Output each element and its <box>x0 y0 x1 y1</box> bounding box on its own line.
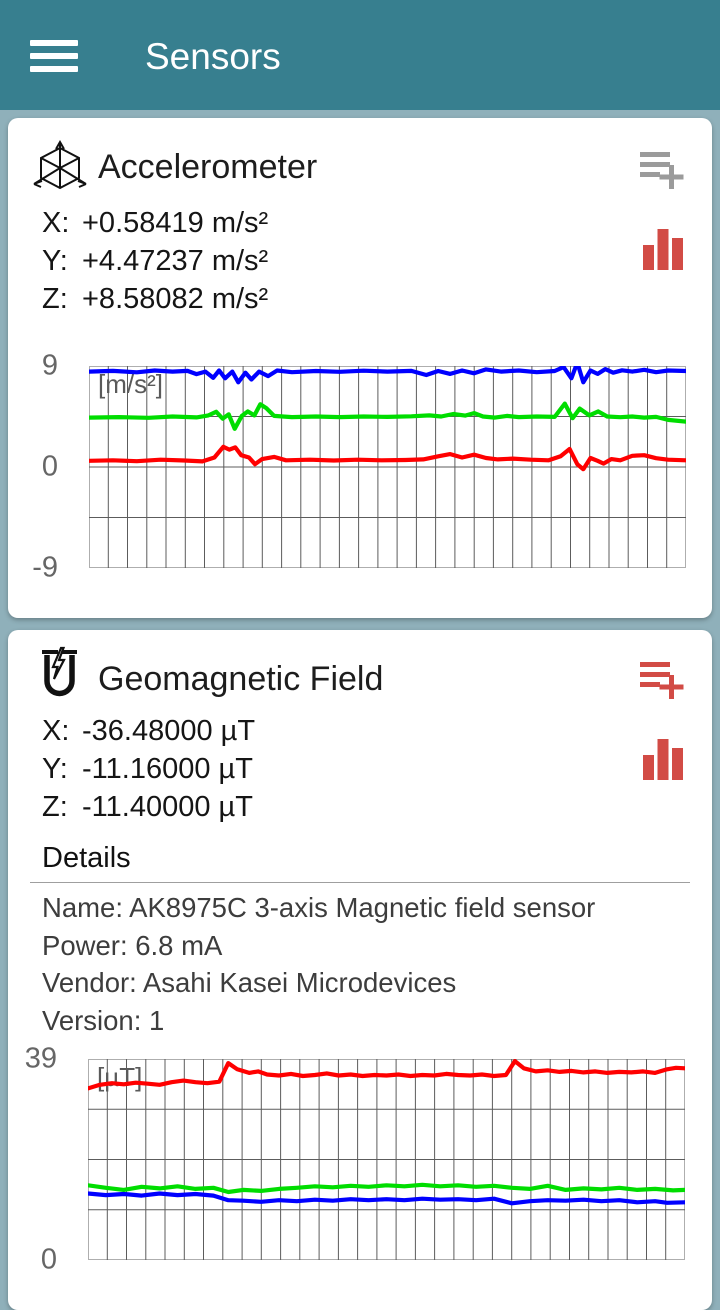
bar-chart-icon[interactable] <box>642 226 684 270</box>
value-row-y: Y: -11.16000 µT <box>42 750 255 788</box>
hamburger-icon <box>30 40 78 46</box>
y-axis-tick-label: 0 <box>40 1243 57 1276</box>
accelerometer-chart: 9 0 -9 [m/s²] <box>32 350 686 584</box>
app-bar: Sensors <box>0 0 720 110</box>
value-row-x: X: +0.58419 m/s² <box>42 204 268 242</box>
axis-label: Z: <box>42 791 68 823</box>
axis-value: +8.58082 m/s² <box>82 283 269 315</box>
hamburger-icon <box>30 66 78 72</box>
y-axis-tick-label: 39 <box>24 1042 57 1075</box>
sensor-title: Geomagnetic Field <box>98 660 384 698</box>
value-row-z: Z: +8.58082 m/s² <box>42 280 268 318</box>
axis-label: Y: <box>42 753 68 785</box>
axis-label: X: <box>42 715 70 747</box>
magnet-icon <box>42 646 77 697</box>
add-to-list-icon[interactable] <box>640 148 688 192</box>
series-line-Z <box>88 1191 685 1206</box>
value-row-y: Y: +4.47237 m/s² <box>42 242 268 280</box>
sensor-values: X: -36.48000 µT Y: -11.16000 µT Z: -11.4… <box>42 712 255 826</box>
series-line-Y <box>89 401 686 431</box>
details-line-version: Version: 1 <box>42 1004 165 1036</box>
axis-value: +0.58419 m/s² <box>82 207 269 239</box>
chart-plot <box>88 1059 685 1260</box>
chart-grid <box>88 1059 685 1260</box>
series-line-X <box>88 1059 685 1091</box>
axis-label: X: <box>42 207 70 239</box>
magnetometer-chart: 39 0 [µT] <box>25 1043 685 1276</box>
axis-value: -11.40000 µT <box>82 791 253 823</box>
series-line-X <box>89 444 686 472</box>
axis-value: -11.16000 µT <box>82 753 253 785</box>
accelerometer-axes-cube-icon <box>33 140 87 190</box>
details-divider <box>30 882 690 883</box>
y-axis-tick-label: -9 <box>32 551 58 584</box>
axis-label: Y: <box>42 245 68 277</box>
sensor-values: X: +0.58419 m/s² Y: +4.47237 m/s² Z: +8.… <box>42 204 268 318</box>
axis-unit-label: [µT] <box>97 1062 143 1092</box>
details-line-vendor: Vendor: Asahi Kasei Microdevices <box>42 967 457 998</box>
page-title: Sensors <box>145 36 281 77</box>
y-axis-tick-label: 9 <box>41 349 58 382</box>
value-row-x: X: -36.48000 µT <box>42 712 255 750</box>
series-line-Z <box>89 366 686 385</box>
details-text: Name: AK8975C 3-axis Magnetic field sens… <box>42 889 595 1039</box>
sensor-card-accelerometer[interactable]: Accelerometer X: +0.58419 m/s² Y: +4.472… <box>8 118 712 618</box>
bar-chart-icon[interactable] <box>642 736 684 780</box>
details-line-power: Power: 6.8 mA <box>42 929 223 961</box>
axis-value: +4.47237 m/s² <box>82 245 269 277</box>
add-to-list-icon[interactable] <box>640 658 688 702</box>
series-line-Y <box>88 1182 685 1195</box>
axis-value: -36.48000 µT <box>82 715 256 747</box>
chart-plot <box>89 366 686 568</box>
sensor-card-geomagnetic[interactable]: Geomagnetic Field X: -36.48000 µT Y: -11… <box>8 630 712 1310</box>
menu-button[interactable] <box>30 40 78 72</box>
axis-label: Z: <box>42 283 68 315</box>
details-heading[interactable]: Details <box>42 842 131 874</box>
value-row-z: Z: -11.40000 µT <box>42 788 255 826</box>
sensor-title: Accelerometer <box>98 148 318 186</box>
chart-grid <box>89 366 686 568</box>
details-line-name: Name: AK8975C 3-axis Magnetic field sens… <box>42 892 596 923</box>
hamburger-icon <box>30 53 78 59</box>
y-axis-tick-label: 0 <box>41 450 58 483</box>
